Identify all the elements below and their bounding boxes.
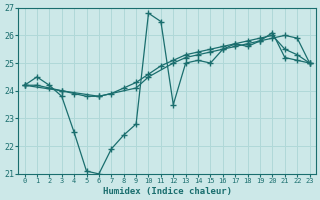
X-axis label: Humidex (Indice chaleur): Humidex (Indice chaleur)	[103, 187, 232, 196]
